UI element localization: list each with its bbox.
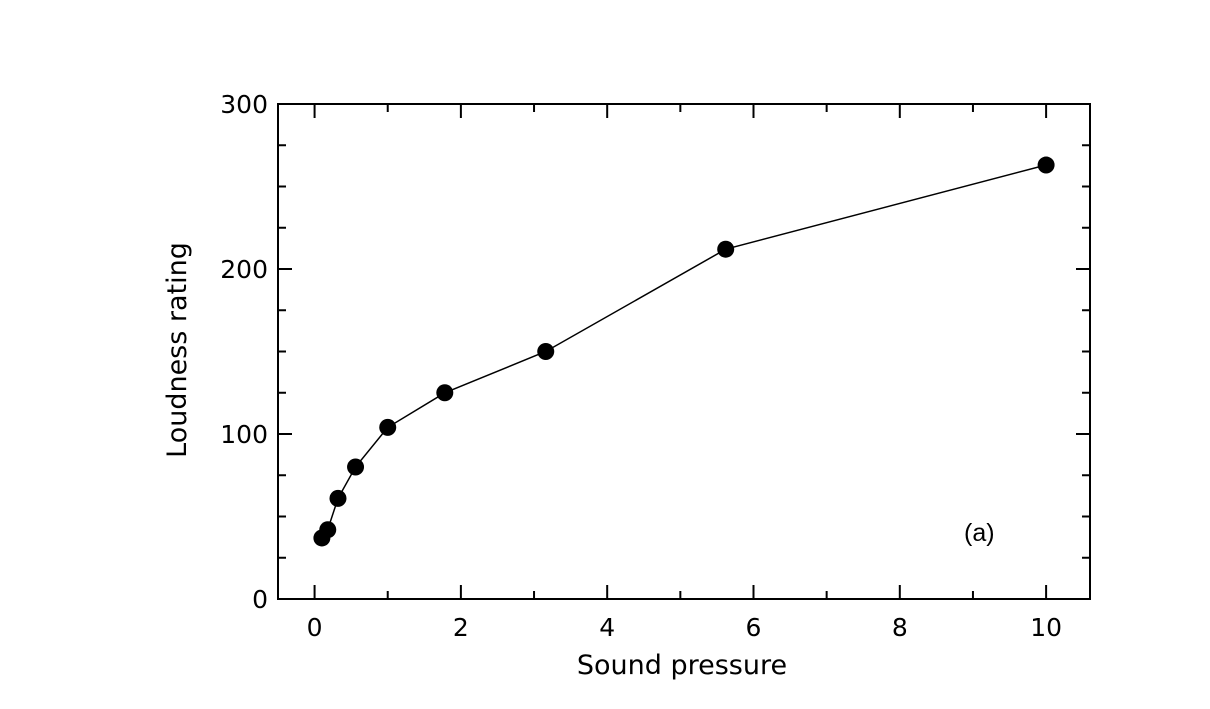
data-point [319, 521, 337, 539]
data-point [717, 240, 735, 258]
data-point [379, 418, 397, 436]
y-tick-label: 200 [220, 255, 268, 284]
x-axis-title: Sound pressure [577, 650, 787, 681]
data-point [436, 384, 454, 402]
data-point [347, 458, 365, 476]
data-point [1037, 156, 1055, 174]
x-tick-label: 6 [746, 613, 762, 642]
y-tick-label: 300 [220, 90, 268, 119]
x-tick-label: 10 [1030, 613, 1062, 642]
data-point [329, 489, 347, 507]
x-tick-label: 4 [599, 613, 615, 642]
y-tick-label: 0 [252, 585, 268, 614]
panel-annotation: (a) [964, 519, 995, 547]
data-points [313, 156, 1055, 547]
y-tick-label: 100 [220, 420, 268, 449]
x-tick-label: 0 [307, 613, 323, 642]
series-line [321, 164, 1047, 539]
y-axis-title: Loudness rating [162, 242, 193, 458]
x-tick-label: 8 [892, 613, 908, 642]
data-point [537, 343, 555, 360]
x-tick-label: 2 [453, 613, 469, 642]
axis-ticks [278, 103, 1090, 600]
